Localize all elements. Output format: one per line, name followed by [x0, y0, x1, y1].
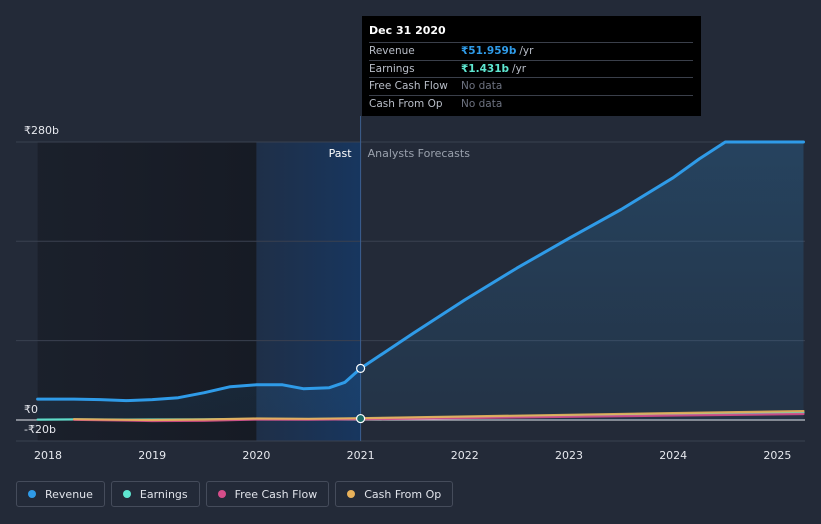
legend-label: Cash From Op	[364, 487, 442, 501]
legend-dot-icon	[28, 490, 36, 498]
tooltip: Dec 31 2020 Revenue ₹51.959b /yr Earning…	[362, 16, 701, 116]
tooltip-label: Free Cash Flow	[369, 80, 448, 93]
legend-label: Free Cash Flow	[234, 487, 318, 501]
tooltip-row-earnings: Earnings ₹1.431b /yr	[369, 59, 693, 78]
y-tick-label: -₹20b	[24, 423, 56, 436]
x-tick-label: 2021	[347, 449, 375, 462]
x-tick-label: 2019	[138, 449, 166, 462]
legend: Revenue Earnings Free Cash Flow Cash Fro…	[16, 481, 454, 507]
x-tick-label: 2023	[555, 449, 583, 462]
x-tick-label: 2025	[763, 449, 791, 462]
tooltip-value: No data	[461, 80, 503, 93]
legend-dot-icon	[347, 490, 356, 498]
legend-item-revenue[interactable]: Revenue	[16, 481, 105, 507]
revenue-area	[37, 142, 804, 420]
tooltip-value: ₹1.431b	[461, 62, 510, 75]
legend-item-cash-from-op[interactable]: Cash From Op	[335, 481, 454, 507]
cash-from-op-line	[72, 410, 805, 422]
legend-label: Earnings	[139, 487, 188, 501]
legend-dot-icon	[122, 490, 131, 498]
x-tick-label: 2018	[34, 449, 62, 462]
legend-item-free-cash-flow[interactable]: Free Cash Flow	[205, 481, 330, 507]
tooltip-value: No data	[461, 97, 503, 110]
y-tick-label: ₹280b	[24, 124, 59, 137]
tooltip-label: Revenue	[369, 45, 415, 58]
revenue-line	[36, 140, 805, 403]
tooltip-label: Earnings	[369, 62, 415, 75]
tooltip-date: Dec 31 2020	[369, 24, 446, 37]
revenue-point-marker	[356, 363, 366, 374]
tooltip-row-revenue: Revenue ₹51.959b /yr	[369, 42, 693, 60]
tooltip-row-cash-from-op: Cash From Op No data	[369, 94, 693, 113]
legend-dot-icon	[217, 490, 226, 498]
tooltip-value: ₹51.959b	[461, 45, 517, 58]
x-tick-label: 2020	[242, 449, 270, 462]
tooltip-unit: /yr	[519, 45, 534, 58]
legend-label: Revenue	[45, 487, 93, 501]
legend-item-earnings[interactable]: Earnings	[110, 481, 200, 507]
tooltip-label: Cash From Op	[369, 97, 443, 110]
x-tick-label: 2022	[451, 449, 479, 462]
tooltip-row-free-cash-flow: Free Cash Flow No data	[369, 77, 693, 95]
y-tick-label: ₹0	[24, 403, 38, 416]
earnings-point-marker	[356, 413, 366, 424]
past-label: Past	[329, 147, 353, 160]
forecast-label: Analysts Forecasts	[368, 147, 471, 160]
x-tick-label: 2024	[659, 449, 687, 462]
tooltip-unit: /yr	[512, 62, 527, 75]
